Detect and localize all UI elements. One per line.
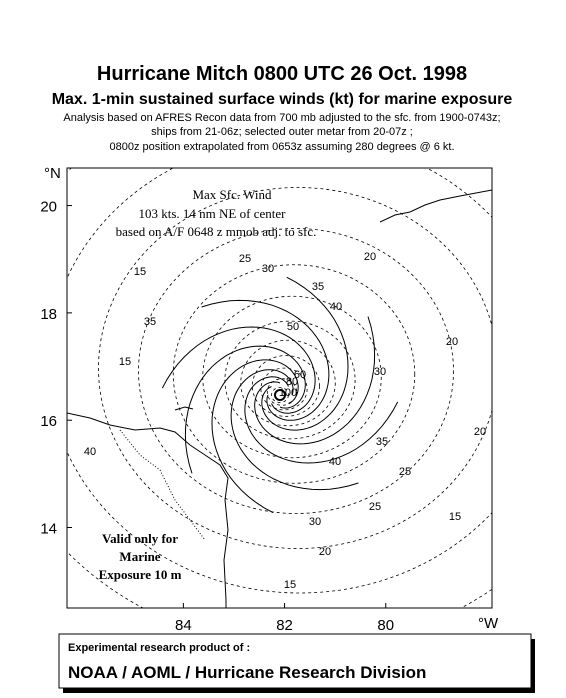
- valid-note: Marine: [119, 549, 160, 564]
- streamline: [244, 376, 399, 464]
- streamline: [261, 276, 349, 431]
- land-coast: [67, 412, 229, 608]
- max-wind-note: based on A/F 0648 z mmob adj. to sfc.: [116, 224, 317, 239]
- valid-note: Valid only for: [102, 531, 178, 546]
- isotach: [138, 228, 454, 514]
- map-frame: [66, 167, 493, 609]
- streamline: [161, 326, 316, 414]
- contour-label: 40: [84, 446, 96, 458]
- lat-tick-label: 16: [40, 413, 57, 430]
- contour-label: 35: [376, 436, 388, 448]
- contour-label: 40: [330, 301, 342, 313]
- streamline: [211, 359, 299, 514]
- contour-label: 15: [134, 266, 146, 278]
- lat-tick-label: 18: [40, 306, 57, 323]
- lon-tick-label: 84: [175, 617, 192, 634]
- streamline: [254, 316, 376, 445]
- isotach: [224, 320, 356, 440]
- footer-line: NOAA / AOML / Hurricane Research Divisio…: [68, 663, 426, 682]
- contour-label: 30: [374, 366, 386, 378]
- contour-label: 20: [474, 426, 486, 438]
- contour-label: 25: [399, 466, 411, 478]
- lat-tick-label: 20: [40, 199, 57, 216]
- streamline: [230, 369, 359, 491]
- contour-label: 15: [449, 511, 461, 523]
- isotach: [266, 378, 298, 406]
- note: 0800z position extrapolated from 0653z a…: [109, 141, 454, 153]
- contour-label: 30: [309, 516, 321, 528]
- lon-tick-label: 82: [276, 617, 293, 634]
- contour-label: 30: [262, 263, 274, 275]
- contour-label: 35: [144, 316, 156, 328]
- isotach: [240, 339, 336, 427]
- contour-label: 50: [287, 321, 299, 333]
- contour-label: 35: [312, 281, 324, 293]
- island: [174, 406, 194, 411]
- contour-label: 60: [294, 369, 306, 381]
- subtitle: Max. 1-min sustained surface winds (kt) …: [52, 91, 513, 108]
- contour-label: 80: [286, 376, 298, 388]
- note: Analysis based on AFRES Recon data from …: [63, 112, 500, 124]
- isotach: [271, 386, 289, 403]
- max-wind-note: 103 kts. 14 nm NE of center: [139, 206, 287, 221]
- streamline: [201, 299, 330, 421]
- contour-label: 100: [279, 387, 297, 399]
- lon-unit: °W: [478, 615, 499, 632]
- contour-label: 15: [284, 579, 296, 591]
- lon-tick-label: 80: [377, 617, 394, 634]
- footer-box: [58, 633, 532, 689]
- lat-unit: °N: [44, 165, 61, 182]
- contour-label: 25: [369, 501, 381, 513]
- isotach: [251, 355, 320, 417]
- max-wind-note: Max Sfc. Wind: [192, 187, 272, 202]
- cuba-coast: [379, 189, 492, 223]
- contour-label: 20: [446, 336, 458, 348]
- contour-label: 15: [119, 356, 131, 368]
- contour-label: 20: [319, 546, 331, 558]
- center: [274, 389, 286, 401]
- footer-line: Experimental research product of :: [68, 642, 250, 654]
- contour-label: 40: [329, 456, 341, 468]
- map-layer: [67, 168, 492, 608]
- isotach: [172, 264, 416, 484]
- title: Hurricane Mitch 0800 UTC 26 Oct. 1998: [97, 63, 467, 85]
- isotach: [98, 187, 492, 549]
- valid-note: Exposure 10 m: [99, 567, 182, 582]
- contour-label: 20: [364, 251, 376, 263]
- note: ships from 21-06z; selected outer metar …: [151, 126, 413, 138]
- contour-label: 25: [239, 253, 251, 265]
- streamline: [184, 345, 306, 474]
- lat-tick-label: 14: [40, 521, 57, 538]
